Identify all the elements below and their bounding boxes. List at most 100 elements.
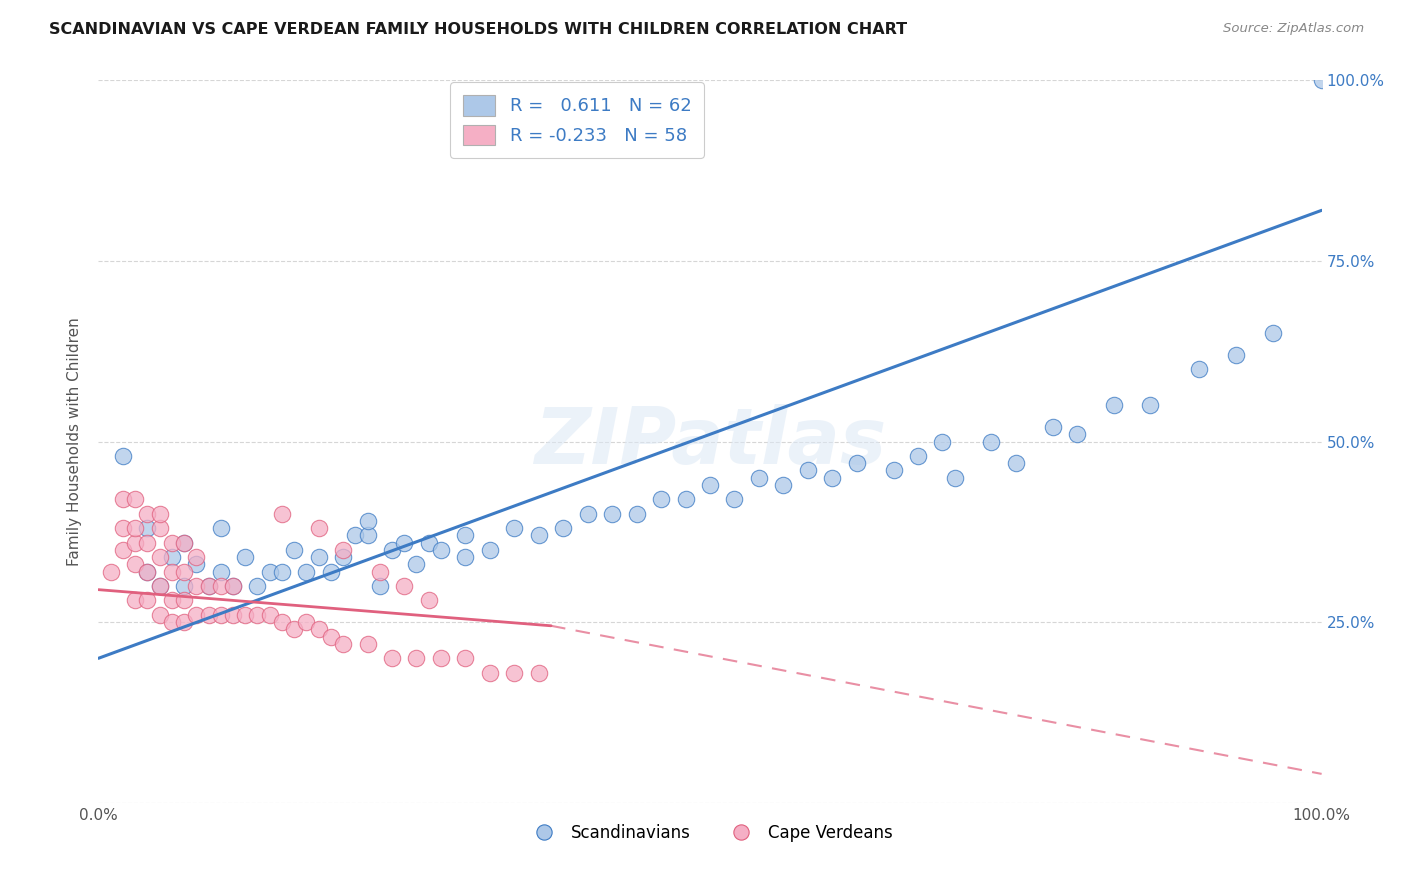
Point [381, 651, 404, 665]
Point [1139, 398, 1161, 412]
Point [270, 507, 294, 521]
Point [173, 535, 195, 549]
Point [149, 521, 172, 535]
Point [332, 542, 354, 557]
Point [1310, 73, 1333, 87]
Point [136, 565, 159, 579]
Point [160, 615, 183, 630]
Point [332, 637, 354, 651]
Point [368, 565, 391, 579]
Point [650, 492, 672, 507]
Point [430, 542, 453, 557]
Point [748, 470, 770, 484]
Point [124, 521, 146, 535]
Point [576, 507, 599, 521]
Point [626, 507, 648, 521]
Point [149, 607, 172, 622]
Point [503, 665, 526, 680]
Point [527, 528, 550, 542]
Point [883, 463, 905, 477]
Point [392, 535, 416, 549]
Point [368, 579, 391, 593]
Point [222, 607, 245, 622]
Point [600, 507, 623, 521]
Point [1004, 456, 1026, 470]
Point [136, 565, 159, 579]
Point [124, 593, 146, 607]
Point [209, 521, 232, 535]
Point [209, 607, 232, 622]
Point [907, 449, 929, 463]
Point [111, 521, 134, 535]
Point [209, 579, 232, 593]
Point [308, 623, 330, 637]
Point [821, 470, 844, 484]
Point [308, 521, 330, 535]
Point [124, 535, 146, 549]
Text: SCANDINAVIAN VS CAPE VERDEAN FAMILY HOUSEHOLDS WITH CHILDREN CORRELATION CHART: SCANDINAVIAN VS CAPE VERDEAN FAMILY HOUS… [49, 22, 907, 37]
Point [186, 550, 208, 565]
Point [1102, 398, 1125, 412]
Point [149, 550, 172, 565]
Point [943, 470, 966, 484]
Point [454, 528, 477, 542]
Point [222, 579, 245, 593]
Point [283, 542, 305, 557]
Point [344, 528, 367, 542]
Point [503, 521, 526, 535]
Point [283, 623, 305, 637]
Point [1225, 348, 1247, 362]
Point [197, 579, 219, 593]
Point [1261, 326, 1284, 340]
Point [405, 558, 427, 572]
Point [149, 507, 172, 521]
Point [149, 579, 172, 593]
Point [111, 542, 134, 557]
Point [173, 615, 195, 630]
Point [136, 521, 159, 535]
Point [931, 434, 953, 449]
Point [295, 615, 318, 630]
Point [136, 593, 159, 607]
Point [454, 651, 477, 665]
Point [259, 565, 281, 579]
Point [160, 535, 183, 549]
Point [111, 449, 134, 463]
Point [124, 492, 146, 507]
Point [845, 456, 868, 470]
Point [699, 478, 721, 492]
Point [675, 492, 697, 507]
Point [160, 565, 183, 579]
Point [160, 593, 183, 607]
Point [246, 579, 269, 593]
Point [772, 478, 794, 492]
Point [270, 615, 294, 630]
Point [173, 535, 195, 549]
Point [319, 630, 342, 644]
Point [980, 434, 1002, 449]
Point [259, 607, 281, 622]
Point [233, 607, 256, 622]
Point [197, 579, 219, 593]
Point [430, 651, 453, 665]
Point [295, 565, 318, 579]
Point [405, 651, 427, 665]
Point [454, 550, 477, 565]
Point [136, 535, 159, 549]
Point [381, 542, 404, 557]
Point [173, 579, 195, 593]
Point [392, 579, 416, 593]
Text: Source: ZipAtlas.com: Source: ZipAtlas.com [1223, 22, 1364, 36]
Point [356, 637, 378, 651]
Point [186, 558, 208, 572]
Point [553, 521, 575, 535]
Point [356, 514, 378, 528]
Point [1066, 427, 1088, 442]
Point [186, 607, 208, 622]
Point [270, 565, 294, 579]
Point [797, 463, 820, 477]
Point [173, 593, 195, 607]
Point [319, 565, 342, 579]
Point [111, 492, 134, 507]
Point [418, 593, 440, 607]
